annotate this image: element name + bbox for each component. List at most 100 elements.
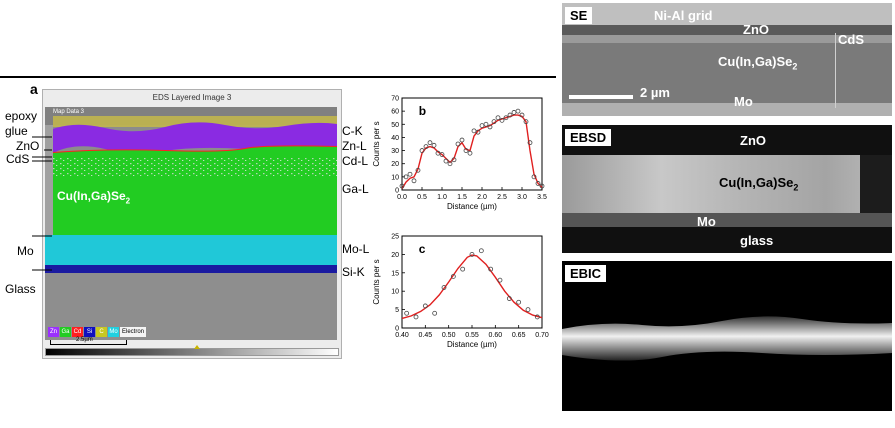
data-point <box>399 183 405 189</box>
data-point <box>506 296 512 301</box>
data-point <box>491 119 497 125</box>
data-point <box>419 148 425 153</box>
y-tick-label: 10 <box>391 289 399 296</box>
x-tick-label: 0.5 <box>417 194 427 201</box>
y-tick-label: 50 <box>391 122 399 129</box>
y-tick-label: 40 <box>391 135 399 142</box>
data-point <box>407 171 413 177</box>
data-point <box>423 144 429 150</box>
y-tick-label: 20 <box>391 252 399 259</box>
x-tick-label: 3.0 <box>517 194 527 201</box>
chart-b: 0.0 0.5 1.0 1.5 2.0 2.5 3.0 3.5 0 10 20 30 40 50 60 70 D… <box>372 96 547 212</box>
zn-layer <box>53 122 337 154</box>
data-point <box>413 314 419 320</box>
label-glass: Glass <box>5 282 36 296</box>
se-label-cds: CdS <box>838 32 864 47</box>
x-tick-label: 0.70 <box>535 332 549 339</box>
intensity-marker <box>194 345 200 349</box>
map-data-label: Map Data 3 <box>53 109 85 115</box>
data-point <box>488 266 494 272</box>
y-axis-label: Counts per s <box>372 121 381 166</box>
data-point <box>447 161 453 167</box>
x-tick-label: 0.65 <box>512 332 526 339</box>
x-tick-label: 0.60 <box>489 332 503 339</box>
legend-si: Si <box>84 327 95 337</box>
eds-intensity-bar <box>45 348 339 356</box>
y-tick-label: 60 <box>391 109 399 116</box>
x-tick-label: 0.55 <box>465 332 479 339</box>
label-epoxy: epoxy <box>5 109 38 123</box>
ebsd-mo-layer <box>562 213 892 227</box>
panel-letter: b <box>419 104 426 118</box>
y-axis-label: Counts per s <box>372 259 381 304</box>
ebsd-dark-gap <box>860 155 892 213</box>
se-mo-band <box>562 103 892 116</box>
si-layer <box>45 265 337 273</box>
data-point <box>443 158 449 164</box>
data-point <box>534 314 540 320</box>
data-point <box>411 178 417 184</box>
y-tick-label: 5 <box>395 307 399 314</box>
y-tick-label: 25 <box>391 234 399 241</box>
se-scale-text: 2 µm <box>640 85 670 100</box>
eds-map-image: Map Data 3 Cu(In,Ga)Se2 Zn Ga Cd Si C Mo Elect… <box>45 107 337 340</box>
ebsd-label-glass: glass <box>740 233 774 248</box>
eds-scalebar <box>50 340 127 345</box>
panel-a-top-rule <box>0 76 556 78</box>
y-tick-label: 70 <box>391 96 399 103</box>
data-point <box>478 248 484 254</box>
se-zno-band <box>562 35 892 43</box>
legend-ga: Ga <box>60 327 71 337</box>
ebic-tag: EBIC <box>565 265 607 282</box>
label-cd-l: Cd-L <box>342 154 369 168</box>
data-point <box>450 274 456 279</box>
se-tag: SE <box>565 7 593 24</box>
x-axis-label: Distance (µm) <box>447 202 497 211</box>
ebsd-tag: EBSD <box>565 129 612 146</box>
label-glue: glue <box>5 124 28 138</box>
ebic-panel: EBIC <box>562 261 892 411</box>
y-tick-label: 15 <box>391 270 399 277</box>
panel-a-letter: a <box>30 81 38 97</box>
x-tick-label: 2.5 <box>497 194 507 201</box>
se-label-cigs: Cu(In,Ga)Se2 <box>718 54 798 72</box>
mo-layer <box>45 235 337 265</box>
y-tick-label: 0 <box>395 326 399 333</box>
x-tick-label: 0.45 <box>419 332 433 339</box>
legend-mo: Mo <box>108 327 119 337</box>
label-si-k: Si-K <box>342 265 365 279</box>
data-point <box>487 124 493 130</box>
x-axis-label: Distance (µm) <box>447 340 497 349</box>
eds-legend: Zn Ga Cd Si C Mo Electron <box>48 320 147 338</box>
x-tick-label: 1.0 <box>437 194 447 201</box>
se-panel: SE Ni-Al grid ZnO CdS Cu(In,Ga)Se2 2 µm … <box>562 3 892 116</box>
ebsd-panel: EBSD ZnO Cu(In,Ga)Se2 Mo glass <box>562 125 892 253</box>
chart-c: 0.40 0.45 0.50 0.55 0.60 0.65 0.70 0 5 10 15 20 25 Di… <box>372 234 549 350</box>
label-mo-l: Mo-L <box>342 242 370 256</box>
data-point <box>451 157 457 163</box>
data-point <box>535 181 541 186</box>
left-leader-lines <box>32 136 52 271</box>
data-point <box>404 310 410 316</box>
se-label-zno: ZnO <box>743 22 769 37</box>
se-grid-band <box>562 25 892 35</box>
data-point <box>439 152 445 157</box>
se-scale-bar <box>569 95 633 99</box>
x-tick-label: 1.5 <box>457 194 467 201</box>
data-point <box>483 121 489 127</box>
data-point <box>455 141 461 147</box>
y-tick-label: 0 <box>395 188 399 195</box>
eds-window-title: EDS Layered Image 3 <box>152 93 232 102</box>
y-tick-label: 10 <box>391 174 399 181</box>
data-point <box>527 140 533 146</box>
ebsd-label-mo: Mo <box>697 214 716 229</box>
cigs-label-a: Cu(In,Ga)Se2 <box>57 189 131 206</box>
se-crack-line <box>835 33 836 108</box>
data-point <box>525 307 531 312</box>
se-top-band <box>562 3 892 25</box>
data-point <box>515 108 521 114</box>
data-point <box>495 115 501 121</box>
plot-frame <box>401 235 543 329</box>
data-point <box>523 119 529 125</box>
panel-letter: c <box>419 242 426 256</box>
